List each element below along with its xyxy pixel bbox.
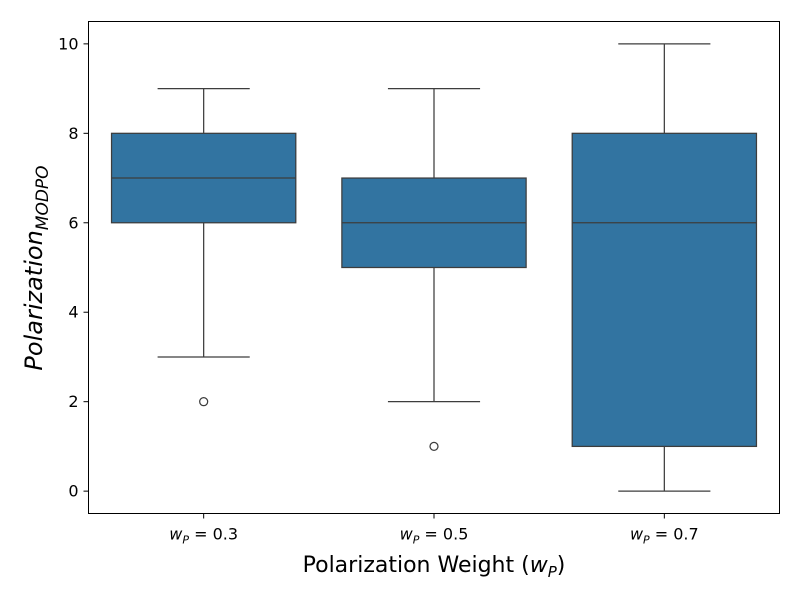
iqr-box <box>571 132 758 448</box>
y-tick-label: 10 <box>58 34 78 53</box>
x-tick-label: wP = 0.5 <box>400 525 469 547</box>
outlier-point <box>199 397 209 407</box>
y-tick-label: 0 <box>68 482 78 501</box>
outlier-point <box>429 441 439 452</box>
x-axis-title: Polarization Weight (wP) <box>303 553 566 581</box>
y-axis-title: PolarizationMODPO <box>20 165 53 370</box>
box-group <box>571 43 758 492</box>
box-group <box>341 87 527 452</box>
box-group <box>110 87 297 407</box>
y-tick-label: 6 <box>68 213 78 232</box>
y-tick-label: 2 <box>68 392 78 411</box>
x-tick-label: wP = 0.7 <box>630 525 699 547</box>
y-tick-label: 4 <box>68 303 78 322</box>
y-tick-label: 8 <box>68 124 78 143</box>
x-tick-label: wP = 0.3 <box>169 525 238 547</box>
